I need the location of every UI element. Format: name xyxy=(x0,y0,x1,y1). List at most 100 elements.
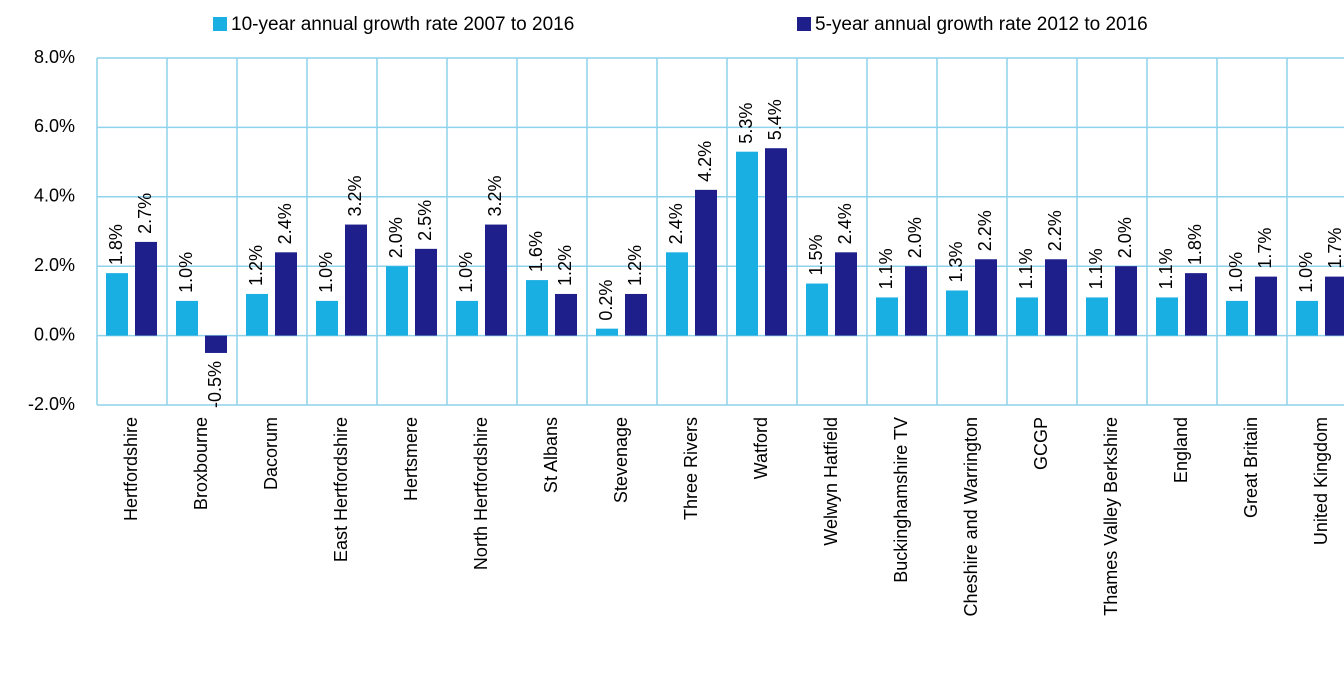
x-tick-label: Cheshire and Warrington xyxy=(961,417,981,616)
data-label: 1.1% xyxy=(1016,248,1036,289)
bar xyxy=(596,328,618,336)
data-label: 1.0% xyxy=(1296,252,1316,293)
legend-swatch xyxy=(797,17,811,31)
x-tick-label: Great Britain xyxy=(1241,417,1261,518)
bar xyxy=(176,300,198,336)
y-tick-label: 4.0% xyxy=(34,186,75,206)
bar xyxy=(1115,266,1137,336)
bar xyxy=(1255,276,1277,336)
data-label: 5.3% xyxy=(736,103,756,144)
data-label: 2.0% xyxy=(905,217,925,258)
data-label: 2.2% xyxy=(975,210,995,251)
bar xyxy=(1156,297,1178,336)
data-label: -0.5% xyxy=(205,361,225,408)
bar xyxy=(205,335,227,353)
data-label: 1.0% xyxy=(176,252,196,293)
data-label: 1.3% xyxy=(946,241,966,282)
data-label: 0.2% xyxy=(596,280,616,321)
data-label: 2.0% xyxy=(1115,217,1135,258)
x-tick-label: St Albans xyxy=(541,417,561,493)
legend-swatch xyxy=(213,17,227,31)
data-label: 2.4% xyxy=(835,203,855,244)
data-label: 2.4% xyxy=(666,203,686,244)
bar xyxy=(905,266,927,336)
y-tick-label: 6.0% xyxy=(34,116,75,136)
data-label: 1.1% xyxy=(876,248,896,289)
bar xyxy=(386,266,408,336)
bar xyxy=(765,148,787,336)
data-label: 1.2% xyxy=(246,245,266,286)
x-tick-label: Watford xyxy=(751,417,771,479)
data-label: 2.7% xyxy=(135,193,155,234)
data-label: 2.2% xyxy=(1045,210,1065,251)
bar xyxy=(695,189,717,336)
data-label: 1.1% xyxy=(1156,248,1176,289)
bar xyxy=(736,151,758,336)
bar xyxy=(135,241,157,336)
data-label: 1.7% xyxy=(1325,228,1344,269)
bar xyxy=(946,290,968,336)
bar xyxy=(1086,297,1108,336)
legend-label: 10-year annual growth rate 2007 to 2016 xyxy=(231,14,574,35)
data-label: 1.2% xyxy=(625,245,645,286)
bar xyxy=(246,293,268,336)
x-tick-label: Three Rivers xyxy=(681,417,701,520)
bar xyxy=(555,293,577,336)
bar xyxy=(316,300,338,336)
data-label: 5.4% xyxy=(765,99,785,140)
data-label: 2.4% xyxy=(275,203,295,244)
data-label: 1.8% xyxy=(106,224,126,265)
x-tick-label: England xyxy=(1171,417,1191,483)
bar xyxy=(485,224,507,336)
bar xyxy=(415,248,437,336)
bar xyxy=(666,252,688,336)
bar xyxy=(275,252,297,336)
bar xyxy=(1226,300,1248,336)
y-tick-label: -2.0% xyxy=(28,394,75,414)
x-tick-label: United Kingdom xyxy=(1311,417,1331,545)
x-tick-label: Thames Valley Berkshire xyxy=(1101,417,1121,616)
data-label: 2.0% xyxy=(386,217,406,258)
y-tick-label: 8.0% xyxy=(34,47,75,67)
x-tick-label: Stevenage xyxy=(611,417,631,503)
x-tick-label: Broxbourne xyxy=(191,417,211,510)
data-label: 1.6% xyxy=(526,231,546,272)
bar xyxy=(1325,276,1344,336)
data-label: 4.2% xyxy=(695,141,715,182)
bar xyxy=(1045,259,1067,336)
legend-label: 5-year annual growth rate 2012 to 2016 xyxy=(815,14,1148,35)
data-label: 1.0% xyxy=(456,252,476,293)
bar xyxy=(876,297,898,336)
data-label: 3.2% xyxy=(345,176,365,217)
x-tick-label: North Hertfordshire xyxy=(471,417,491,570)
data-label: 1.2% xyxy=(555,245,575,286)
data-label: 2.5% xyxy=(415,200,435,241)
data-label: 1.0% xyxy=(316,252,336,293)
bar xyxy=(625,293,647,336)
x-tick-label: Buckinghamshire TV xyxy=(891,417,911,583)
bar xyxy=(975,259,997,336)
y-tick-label: 0.0% xyxy=(34,324,75,344)
bar xyxy=(1016,297,1038,336)
data-label: 3.2% xyxy=(485,176,505,217)
bar xyxy=(806,283,828,336)
x-tick-label: Hertsmere xyxy=(401,417,421,501)
x-tick-label: GCGP xyxy=(1031,417,1051,470)
bar xyxy=(345,224,367,336)
x-tick-label: Hertfordshire xyxy=(121,417,141,521)
data-label: 1.5% xyxy=(806,235,826,276)
x-tick-label: East Hertfordshire xyxy=(331,417,351,562)
data-label: 1.8% xyxy=(1185,224,1205,265)
bar xyxy=(1296,300,1318,336)
bar xyxy=(526,280,548,336)
bar xyxy=(456,300,478,336)
bar xyxy=(1185,273,1207,336)
data-label: 1.0% xyxy=(1226,252,1246,293)
x-tick-label: Welwyn Hatfield xyxy=(821,417,841,546)
x-tick-label: Dacorum xyxy=(261,417,281,490)
bar xyxy=(106,273,128,336)
bar xyxy=(835,252,857,336)
y-tick-label: 2.0% xyxy=(34,255,75,275)
data-label: 1.7% xyxy=(1255,228,1275,269)
